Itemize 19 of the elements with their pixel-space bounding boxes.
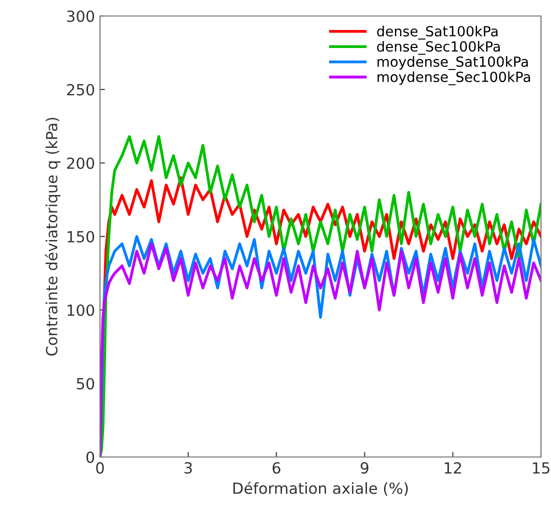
x-axis-title: Déformation axiale (%) bbox=[233, 482, 408, 496]
legend-label: dense_Sec100kPa bbox=[377, 40, 500, 55]
legend-label: moydense_Sec100kPa bbox=[378, 71, 530, 86]
x-tick-label: 9 bbox=[360, 462, 368, 474]
x-tick-label: 6 bbox=[272, 462, 280, 474]
y-tick-label: 50 bbox=[76, 378, 94, 390]
y-tick-label: 0 bbox=[86, 451, 94, 464]
x-tick-label: 3 bbox=[184, 462, 192, 474]
y-axis-title: Contrainte déviatorique q (kPa) bbox=[45, 118, 60, 356]
y-tick-label: 200 bbox=[67, 157, 94, 170]
y-tick-label: 150 bbox=[68, 230, 94, 243]
legend-label: moydense_Sat100kPa bbox=[378, 56, 528, 70]
legend-label: dense_Sat100kPa bbox=[377, 26, 498, 40]
x-tick-label: 12 bbox=[444, 462, 461, 474]
x-tick-label: 15 bbox=[532, 462, 550, 474]
y-tick-label: 250 bbox=[67, 84, 94, 96]
x-tick-label: 0 bbox=[96, 462, 104, 474]
y-tick-label: 300 bbox=[67, 10, 94, 22]
y-tick-label: 100 bbox=[68, 304, 94, 316]
